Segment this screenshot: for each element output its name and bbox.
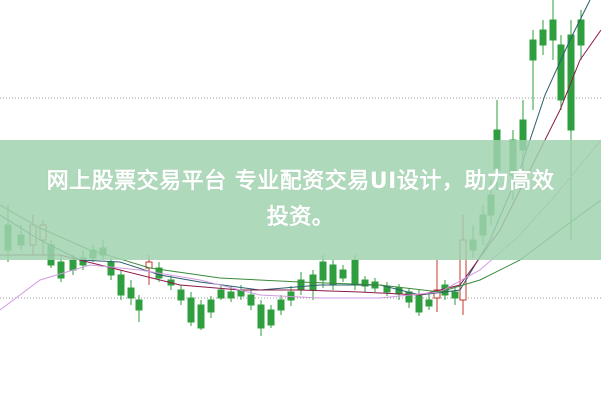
candle-down [451, 291, 459, 299]
candle-down [69, 259, 77, 271]
moving-average-line [0, 0, 591, 296]
candle-down [577, 19, 585, 46]
candle-down [277, 299, 285, 311]
candle-down [405, 291, 413, 303]
candle-down [187, 297, 195, 323]
candle-down [257, 304, 265, 329]
title-banner: 网上股票交易平台 专业配资交易UI设计，助力高效 投资。 [0, 140, 601, 260]
candle-down [207, 299, 215, 313]
candle-down [127, 287, 135, 299]
candle-down [247, 294, 255, 306]
candle-down [267, 309, 275, 326]
title-line-2: 投资。 [266, 205, 335, 230]
candle-down [319, 261, 327, 281]
candle-down [135, 299, 143, 311]
candle-down [177, 289, 185, 301]
candle-down [539, 29, 547, 46]
candle-down [415, 295, 423, 313]
candle-down [329, 264, 337, 286]
candle-down [549, 19, 557, 41]
candle-down [57, 261, 65, 279]
title-line-1: 网上股票交易平台 专业配资交易UI设计，助力高效 [46, 169, 555, 194]
moving-average-line [0, 29, 601, 296]
candle-down [351, 259, 359, 286]
candle-up [433, 289, 441, 299]
candle-down [227, 291, 235, 299]
candle-down [361, 279, 369, 287]
candle-down [425, 299, 433, 307]
candle-down [197, 304, 205, 329]
candle-down [217, 289, 225, 299]
candle-down [529, 39, 537, 61]
candle-down [557, 44, 565, 101]
candle-down [117, 274, 125, 296]
candle-down [339, 269, 347, 279]
